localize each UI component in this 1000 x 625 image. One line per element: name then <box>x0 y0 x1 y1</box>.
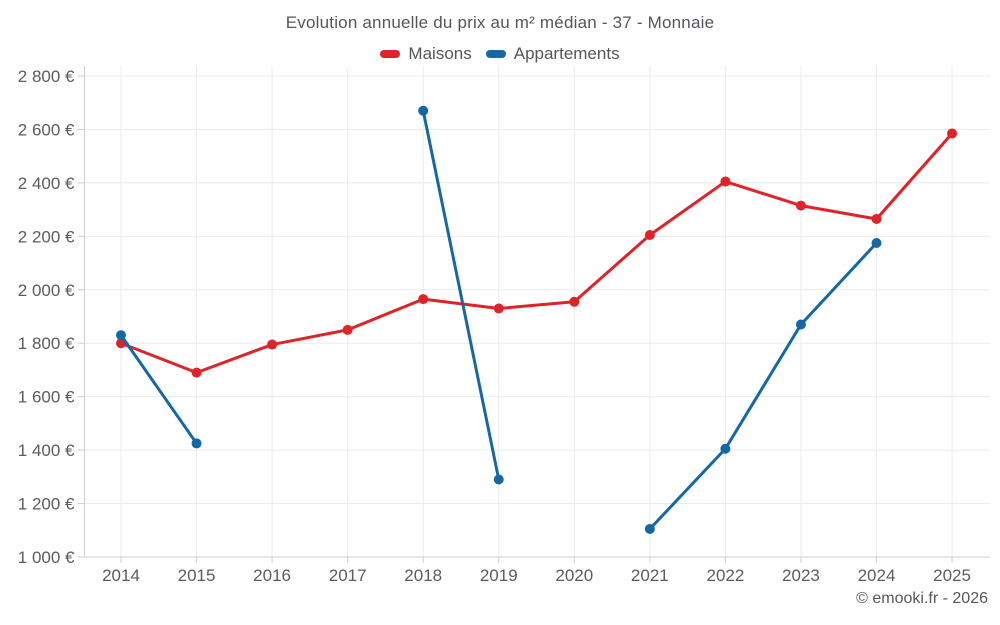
svg-text:2 400 €: 2 400 € <box>18 174 75 193</box>
svg-text:1 800 €: 1 800 € <box>18 334 75 353</box>
svg-text:2018: 2018 <box>404 566 442 585</box>
svg-text:2 000 €: 2 000 € <box>18 281 75 300</box>
svg-text:2021: 2021 <box>631 566 669 585</box>
svg-text:2019: 2019 <box>480 566 518 585</box>
svg-text:2015: 2015 <box>178 566 216 585</box>
svg-text:2 800 €: 2 800 € <box>18 67 75 86</box>
svg-text:1 400 €: 1 400 € <box>18 441 75 460</box>
svg-text:1 000 €: 1 000 € <box>18 548 75 567</box>
legend-item-appartements[interactable]: Appartements <box>485 44 620 64</box>
svg-text:2022: 2022 <box>706 566 744 585</box>
svg-text:2 200 €: 2 200 € <box>18 227 75 246</box>
svg-text:2020: 2020 <box>555 566 593 585</box>
legend-item-maisons[interactable]: Maisons <box>380 44 472 64</box>
copyright: © emooki.fr - 2026 <box>856 590 988 607</box>
svg-text:2023: 2023 <box>782 566 820 585</box>
legend-label-maisons: Maisons <box>408 44 472 63</box>
svg-text:2016: 2016 <box>253 566 291 585</box>
svg-text:2025: 2025 <box>933 566 971 585</box>
svg-text:1 600 €: 1 600 € <box>18 388 75 407</box>
legend-label-appartements: Appartements <box>513 44 620 63</box>
svg-text:2014: 2014 <box>102 566 140 585</box>
legend: Maisons Appartements <box>0 44 1000 64</box>
appartements-series-swatch <box>485 50 506 58</box>
maisons-series-swatch <box>380 50 401 58</box>
svg-text:2024: 2024 <box>858 566 896 585</box>
chart-title: Evolution annuelle du prix au m² médian … <box>285 13 715 32</box>
svg-text:1 200 €: 1 200 € <box>18 495 75 514</box>
svg-text:2017: 2017 <box>329 566 367 585</box>
svg-text:2 600 €: 2 600 € <box>18 120 75 139</box>
